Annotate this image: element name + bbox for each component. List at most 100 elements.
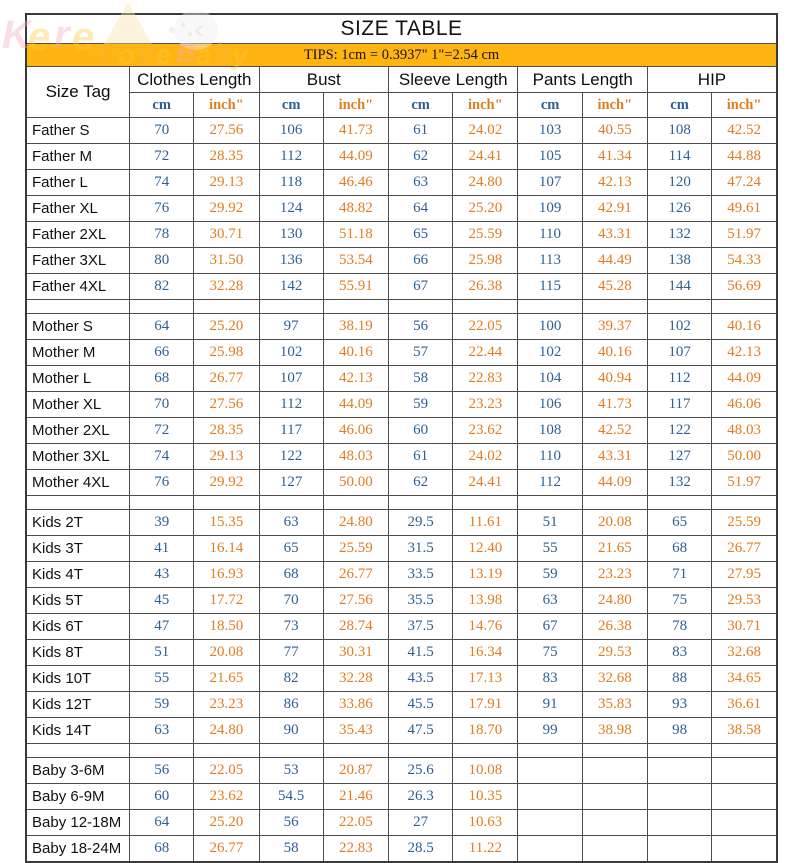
- value-inch-cell: 35.43: [322, 717, 390, 744]
- value-cm-cell: 29.5: [388, 509, 454, 536]
- value-inch-cell: 38.58: [711, 717, 778, 744]
- value-inch-cell: 40.55: [581, 117, 648, 144]
- value-cm-cell: 51: [517, 509, 583, 536]
- header-sleeve-length: Sleeve Length: [388, 66, 519, 93]
- value-inch-cell: 44.09: [711, 365, 778, 392]
- value-cm-cell: 83: [517, 665, 583, 692]
- value-inch-cell: 36.61: [711, 691, 778, 718]
- value-cm-cell: 74: [129, 443, 195, 470]
- unit-inch-pants-length: inch": [581, 92, 648, 118]
- value-cm-cell: 74: [129, 169, 195, 196]
- spacer-cell: [388, 299, 454, 314]
- value-cm-cell: 64: [388, 195, 454, 222]
- value-cm-cell: 112: [517, 469, 583, 496]
- value-cm-cell: 43: [129, 561, 195, 588]
- value-cm-cell: [646, 783, 713, 810]
- size-tag-cell: Father 4XL: [25, 273, 131, 300]
- value-cm-cell: 80: [129, 247, 195, 274]
- value-cm-cell: 105: [517, 143, 583, 170]
- value-inch-cell: 42.91: [581, 195, 648, 222]
- value-inch-cell: [711, 757, 778, 784]
- value-cm-cell: 72: [129, 417, 195, 444]
- value-cm-cell: 91: [517, 691, 583, 718]
- value-cm-cell: 68: [129, 365, 195, 392]
- value-inch-cell: 25.20: [452, 195, 519, 222]
- size-tag-cell: Kids 6T: [25, 613, 131, 640]
- spacer-row: [25, 299, 778, 314]
- value-cm-cell: 83: [646, 639, 713, 666]
- value-cm-cell: 108: [517, 417, 583, 444]
- value-cm-cell: 136: [258, 247, 324, 274]
- value-cm-cell: 55: [517, 535, 583, 562]
- size-tag-cell: Mother M: [25, 339, 131, 366]
- value-cm-cell: 28.5: [388, 835, 454, 863]
- value-cm-cell: 59: [388, 391, 454, 418]
- value-inch-cell: 25.20: [193, 809, 260, 836]
- value-inch-cell: 28.35: [193, 417, 260, 444]
- size-tag-cell: Mother L: [25, 365, 131, 392]
- value-cm-cell: 98: [646, 717, 713, 744]
- size-tag-cell: Baby 18-24M: [25, 835, 131, 863]
- size-tag-cell: Kids 5T: [25, 587, 131, 614]
- value-cm-cell: 115: [517, 273, 583, 300]
- value-cm-cell: 114: [646, 143, 713, 170]
- value-inch-cell: 22.05: [452, 313, 519, 340]
- spacer-cell: [517, 495, 583, 510]
- table-row: Mother 2XL 72 28.35 117 46.06 60 23.62 108 42.52…: [25, 417, 778, 444]
- spacer-cell: [646, 743, 713, 758]
- value-inch-cell: 15.35: [193, 509, 260, 536]
- value-cm-cell: 68: [258, 561, 324, 588]
- value-cm-cell: 75: [646, 587, 713, 614]
- value-cm-cell: 97: [258, 313, 324, 340]
- value-cm-cell: 78: [129, 221, 195, 248]
- value-inch-cell: 43.31: [581, 443, 648, 470]
- value-cm-cell: 103: [517, 117, 583, 144]
- value-inch-cell: 31.50: [193, 247, 260, 274]
- value-inch-cell: 25.20: [193, 313, 260, 340]
- table-row: Baby 3-6M 56 22.05 53 20.87 25.6 10.08: [25, 757, 778, 784]
- size-tag-cell: Father 2XL: [25, 221, 131, 248]
- value-cm-cell: 117: [646, 391, 713, 418]
- value-cm-cell: 120: [646, 169, 713, 196]
- spacer-row: [25, 495, 778, 510]
- value-inch-cell: 51.18: [322, 221, 390, 248]
- spacer-cell: [25, 743, 131, 758]
- table-row: Kids 8T 51 20.08 77 30.31 41.5 16.34 75 29.53 83 3…: [25, 639, 778, 666]
- value-cm-cell: 70: [258, 587, 324, 614]
- header-clothes-length: Clothes Length: [129, 66, 260, 93]
- value-inch-cell: 44.09: [581, 469, 648, 496]
- value-inch-cell: 26.38: [452, 273, 519, 300]
- value-inch-cell: 11.22: [452, 835, 519, 863]
- value-cm-cell: 41.5: [388, 639, 454, 666]
- title-row: SIZE TABLE: [25, 13, 778, 44]
- value-inch-cell: 29.13: [193, 443, 260, 470]
- spacer-cell: [322, 743, 390, 758]
- value-cm-cell: [517, 757, 583, 784]
- spacer-cell: [646, 299, 713, 314]
- value-inch-cell: 27.95: [711, 561, 778, 588]
- value-inch-cell: 38.19: [322, 313, 390, 340]
- table-row: Baby 18-24M 68 26.77 58 22.83 28.5 11.22: [25, 835, 778, 863]
- value-cm-cell: 93: [646, 691, 713, 718]
- header-bust: Bust: [258, 66, 390, 93]
- table-row: Father L 74 29.13 118 46.46 63 24.80 107 42.13 12…: [25, 169, 778, 196]
- value-cm-cell: 108: [646, 117, 713, 144]
- table-row: Kids 3T 41 16.14 65 25.59 31.5 12.40 55 21.65 68 2…: [25, 535, 778, 562]
- value-inch-cell: 26.38: [581, 613, 648, 640]
- value-cm-cell: 106: [517, 391, 583, 418]
- value-cm-cell: 110: [517, 221, 583, 248]
- value-cm-cell: 102: [258, 339, 324, 366]
- value-cm-cell: 99: [517, 717, 583, 744]
- value-cm-cell: 138: [646, 247, 713, 274]
- size-table-sheet: SIZE TABLE TIPS: 1cm = 0.3937" 1"=2.54 c…: [25, 13, 778, 863]
- spacer-cell: [193, 743, 260, 758]
- value-inch-cell: 27.56: [193, 117, 260, 144]
- value-inch-cell: 23.62: [452, 417, 519, 444]
- value-inch-cell: 32.68: [711, 639, 778, 666]
- value-cm-cell: 33.5: [388, 561, 454, 588]
- size-tag-cell: Kids 2T: [25, 509, 131, 536]
- size-tag-cell: Mother 4XL: [25, 469, 131, 496]
- spacer-cell: [388, 743, 454, 758]
- value-cm-cell: 56: [258, 809, 324, 836]
- value-cm-cell: 31.5: [388, 535, 454, 562]
